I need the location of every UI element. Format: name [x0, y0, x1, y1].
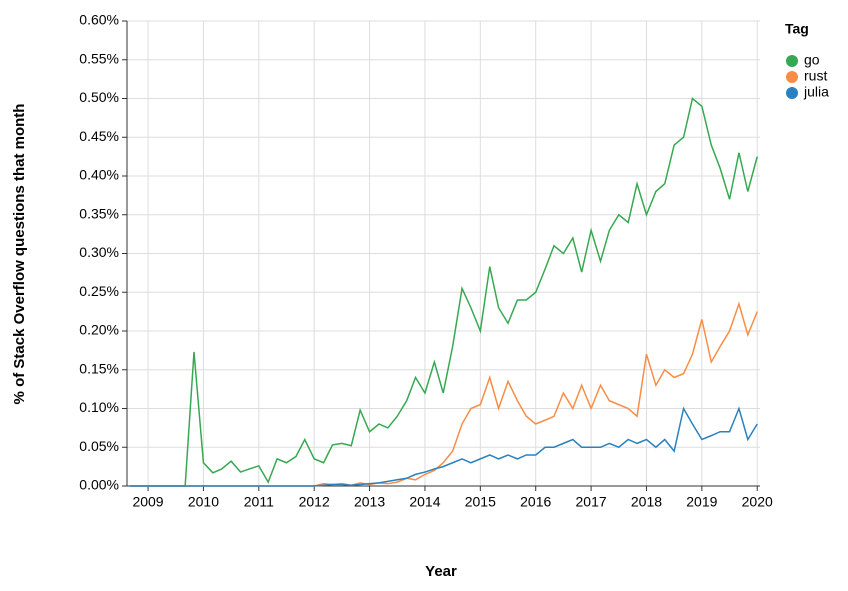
- y-tick-label: 0.20%: [79, 322, 119, 338]
- series-line: [129, 97, 758, 487]
- y-tick-label: 0.30%: [79, 244, 119, 260]
- x-tick-label: 2018: [631, 494, 662, 510]
- y-tick-label: 0.40%: [79, 167, 119, 183]
- legend-swatch: [786, 71, 798, 83]
- series-line: [129, 406, 758, 487]
- x-tick-label: 2016: [520, 494, 551, 510]
- y-tick-label: 0.60%: [79, 12, 119, 28]
- y-tick-label: 0.25%: [79, 283, 119, 299]
- x-tick-label: 2019: [686, 494, 717, 510]
- y-tick-label: 0.50%: [79, 89, 119, 105]
- x-tick-label: 2011: [244, 494, 274, 510]
- x-tick-label: 2010: [188, 494, 219, 510]
- y-tick-label: 0.05%: [79, 438, 119, 454]
- legend-label: julia: [803, 84, 829, 100]
- y-tick-label: 0.10%: [79, 399, 119, 415]
- x-tick-label: 2012: [299, 494, 330, 510]
- legend-swatch: [786, 87, 798, 99]
- legend-label: rust: [804, 68, 827, 84]
- x-tick-label: 2020: [742, 494, 773, 510]
- y-axis-title: % of Stack Overflow questions that month: [11, 104, 28, 405]
- x-tick-label: 2015: [465, 494, 496, 510]
- legend-label: go: [804, 52, 820, 68]
- legend-swatch: [786, 55, 798, 67]
- y-tick-label: 0.45%: [79, 128, 119, 144]
- x-tick-label: 2014: [409, 494, 440, 510]
- y-tick-label: 0.55%: [79, 50, 119, 66]
- y-tick-label: 0.00%: [79, 477, 119, 493]
- x-tick-label: 2009: [132, 494, 163, 510]
- x-axis-title: Year: [425, 563, 457, 580]
- legend-title: Tag: [785, 21, 809, 37]
- x-tick-label: 2017: [576, 494, 607, 510]
- x-tick-label: 2013: [354, 494, 385, 510]
- y-tick-label: 0.15%: [79, 360, 119, 376]
- y-tick-label: 0.35%: [79, 205, 119, 221]
